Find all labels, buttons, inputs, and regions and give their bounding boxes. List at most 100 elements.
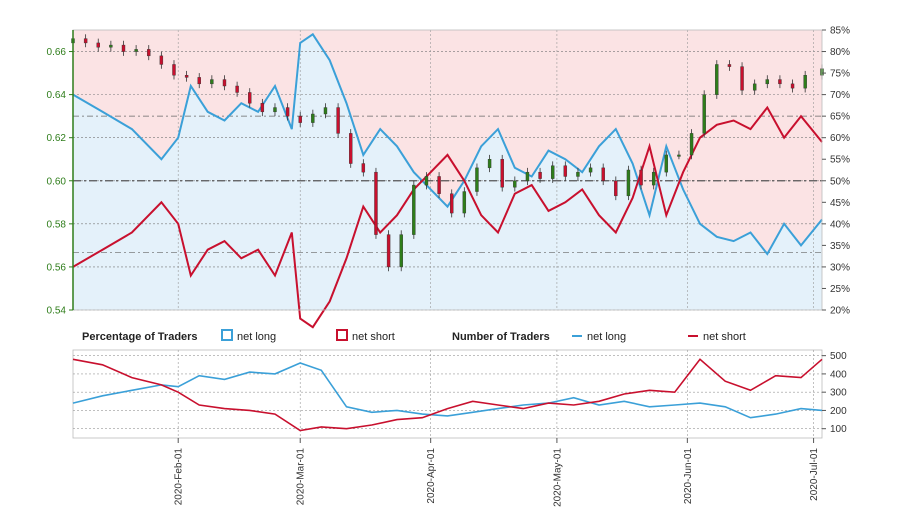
pct-net-short-line	[72, 105, 823, 329]
candle-body	[576, 171, 580, 177]
candle-body	[715, 64, 719, 95]
candle-body	[588, 167, 593, 173]
candle-body	[172, 64, 176, 76]
candle-body	[399, 234, 403, 268]
count-axis-tick-label: 200	[830, 406, 847, 417]
candle-body	[462, 191, 467, 214]
left-axis-tick-label: 0.62	[47, 133, 67, 144]
candle-body	[475, 167, 479, 192]
right-axis-tick-label: 45%	[830, 198, 850, 209]
candle-body	[298, 115, 302, 123]
legend-pct-short-label: net short	[352, 331, 395, 343]
candle-body	[248, 92, 252, 104]
candle-body	[260, 103, 265, 113]
candle-body	[740, 66, 744, 91]
legend-percentage-title: Percentage of Traders	[82, 331, 198, 343]
bottom-panel-frame	[72, 349, 823, 439]
candle-body	[336, 107, 340, 134]
candle-body	[374, 171, 378, 235]
candle-body	[386, 234, 391, 268]
count-axis-tick-label: 400	[830, 369, 847, 380]
legend: Percentage of Traders net long net short…	[82, 329, 746, 343]
candle-body	[424, 176, 429, 186]
candle-body	[563, 165, 568, 177]
candle-body	[134, 49, 138, 52]
right-axis-tick-label: 50%	[830, 176, 850, 187]
candle-body	[412, 184, 416, 235]
candle-body	[803, 75, 807, 89]
count-net-long-line	[72, 362, 823, 419]
right-axis-tick-label: 55%	[830, 155, 850, 166]
candle-body	[790, 83, 795, 89]
candle-body	[323, 107, 328, 115]
candle-body	[727, 64, 732, 67]
pct-net-long-line	[72, 32, 823, 256]
x-axis-tick-label: 2020-Jun-01	[683, 448, 694, 505]
candle-body	[639, 169, 643, 186]
left-axis-tick-label: 0.66	[47, 47, 67, 58]
legend-pct-short-swatch	[336, 329, 348, 341]
candle-body	[437, 176, 441, 194]
candle-body	[487, 159, 492, 169]
candle-body	[273, 107, 277, 113]
left-axis-tick-label: 0.58	[47, 219, 67, 230]
right-axis-tick-label: 80%	[830, 47, 850, 58]
right-axis-tick-label: 70%	[830, 90, 850, 101]
candle-body	[96, 42, 100, 48]
right-axis-tick-label: 35%	[830, 241, 850, 252]
candle-body	[147, 49, 151, 57]
right-axis-tick-label: 75%	[830, 69, 850, 80]
price-sentiment-panel: 0.54 0.56 0.58 0.60 0.62 0.64 0.66 20% 25% 30% 35%…	[47, 26, 850, 329]
trader-count-panel: 100 200 300 400 500 2020-Feb-01 2020-Mar-01 202…	[72, 349, 847, 507]
candle-body	[513, 180, 517, 188]
right-axis-tick-label: 40%	[830, 219, 850, 230]
count-net-short-line	[72, 358, 823, 432]
candle-body	[689, 133, 694, 156]
candle-body	[210, 79, 214, 85]
candle-body	[525, 171, 530, 181]
candle-body	[500, 159, 504, 188]
candle-body	[109, 44, 113, 48]
right-axis-tick-label: 25%	[830, 284, 850, 295]
left-axis-tick-label: 0.56	[47, 262, 67, 273]
legend-number-title: Number of Traders	[452, 331, 550, 343]
candle-body	[222, 79, 227, 87]
candle-body	[778, 79, 782, 85]
candle-body	[601, 167, 605, 181]
right-axis-tick-label: 65%	[830, 112, 850, 123]
candle-body	[184, 75, 189, 78]
legend-pct-long-label: net long	[237, 331, 276, 343]
legend-pct-long-swatch	[221, 329, 233, 341]
x-axis-tick-label: 2020-Apr-01	[426, 448, 437, 504]
candle-body	[664, 154, 669, 173]
right-axis-tick-label: 20%	[830, 306, 850, 317]
right-axis-tick-label: 85%	[830, 26, 850, 37]
candle-body	[702, 94, 706, 134]
candle-body	[752, 83, 757, 91]
candle-body	[450, 193, 454, 214]
legend-num-long-label: net long	[587, 331, 626, 343]
candle-body	[285, 107, 290, 117]
x-axis-tick-label: 2020-Feb-01	[174, 448, 185, 506]
candle-body	[550, 165, 555, 179]
candle-body	[614, 180, 618, 197]
candle-body	[235, 85, 239, 93]
x-axis-tick-label: 2020-Jul-01	[809, 448, 820, 501]
count-axis-tick-label: 300	[830, 388, 847, 399]
candle-body	[677, 154, 681, 157]
candle-body	[765, 79, 769, 85]
candle-body	[197, 77, 201, 85]
left-axis-tick-label: 0.60	[47, 176, 67, 187]
candle-body	[311, 113, 315, 123]
count-axis-tick-label: 100	[830, 424, 847, 435]
x-axis-tick-label: 2020-May-01	[552, 448, 563, 507]
candle-body	[538, 171, 542, 179]
candle-body	[349, 133, 353, 164]
right-axis-tick-label: 30%	[830, 262, 850, 273]
x-axis-tick-label: 2020-Mar-01	[296, 448, 307, 506]
candle-body	[361, 163, 366, 173]
candle-body	[83, 38, 88, 44]
candle-body	[626, 169, 631, 197]
left-axis-tick-label: 0.54	[47, 306, 67, 317]
